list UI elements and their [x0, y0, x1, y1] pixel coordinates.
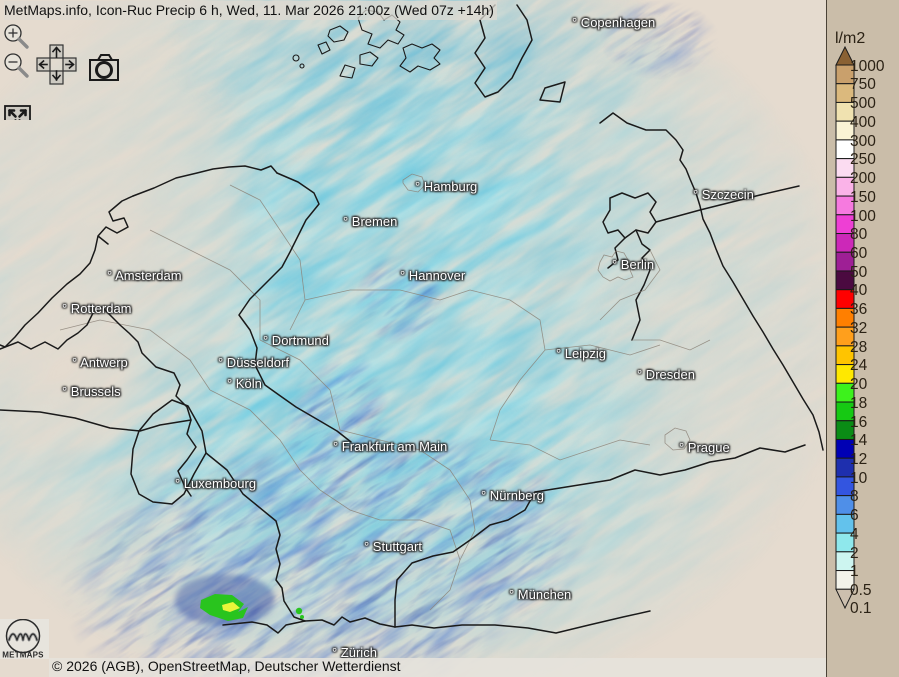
svg-text:METMAPS: METMAPS	[2, 651, 44, 660]
